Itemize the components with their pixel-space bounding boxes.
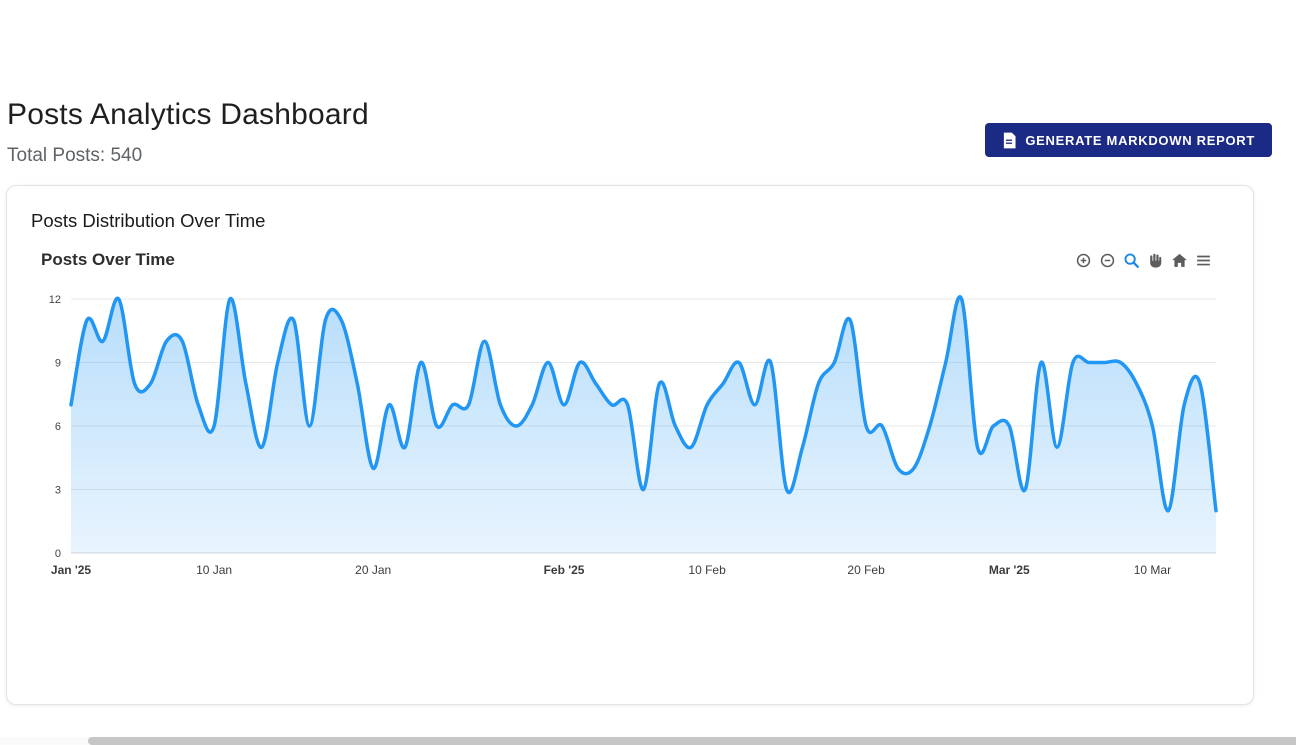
chart-title: Posts Over Time xyxy=(41,250,175,269)
horizontal-scrollbar-thumb[interactable] xyxy=(88,737,1296,745)
generate-markdown-report-button[interactable]: GENERATE MARKDOWN REPORT xyxy=(985,123,1272,157)
pan-hand-icon xyxy=(1149,253,1161,268)
svg-text:20 Feb: 20 Feb xyxy=(847,563,885,577)
svg-text:10 Jan: 10 Jan xyxy=(196,563,232,577)
modebar-zoom-button[interactable] xyxy=(1120,249,1142,271)
zoom-in-icon xyxy=(1076,253,1090,267)
posts-distribution-card: Posts Distribution Over Time Posts Over … xyxy=(6,185,1254,705)
svg-text:12: 12 xyxy=(49,294,61,306)
svg-text:10 Mar: 10 Mar xyxy=(1134,563,1171,577)
svg-text:Feb '25: Feb '25 xyxy=(544,563,585,577)
modebar-menu-button[interactable] xyxy=(1192,249,1214,271)
horizontal-scrollbar-track xyxy=(0,737,1296,745)
svg-text:6: 6 xyxy=(55,421,61,433)
zoom-icon xyxy=(1123,252,1139,268)
page-title: Posts Analytics Dashboard xyxy=(7,98,369,131)
document-icon xyxy=(1002,132,1016,149)
svg-text:3: 3 xyxy=(55,485,61,497)
chart-modebar xyxy=(1072,249,1214,271)
card-heading: Posts Distribution Over Time xyxy=(31,210,266,231)
modebar-home-button[interactable] xyxy=(1168,249,1190,271)
menu-icon xyxy=(1196,255,1210,265)
svg-text:Jan '25: Jan '25 xyxy=(51,563,92,577)
svg-text:Mar '25: Mar '25 xyxy=(989,563,1030,577)
report-button-label: GENERATE MARKDOWN REPORT xyxy=(1025,132,1255,148)
zoom-out-icon xyxy=(1100,253,1114,267)
svg-text:9: 9 xyxy=(55,358,61,370)
svg-text:0: 0 xyxy=(55,548,61,560)
svg-text:20 Jan: 20 Jan xyxy=(355,563,391,577)
svg-text:10 Feb: 10 Feb xyxy=(688,563,726,577)
total-posts-label: Total Posts: 540 xyxy=(7,145,143,166)
posts-over-time-chart[interactable]: 0 3 6 9 12 Jan '25 10 Jan 20 Jan Feb '25 10 Feb 20… xyxy=(31,281,1231,581)
modebar-zoom-in-button[interactable] xyxy=(1072,249,1094,271)
modebar-zoom-out-button[interactable] xyxy=(1096,249,1118,271)
home-icon xyxy=(1171,253,1187,267)
modebar-pan-button[interactable] xyxy=(1144,249,1166,271)
